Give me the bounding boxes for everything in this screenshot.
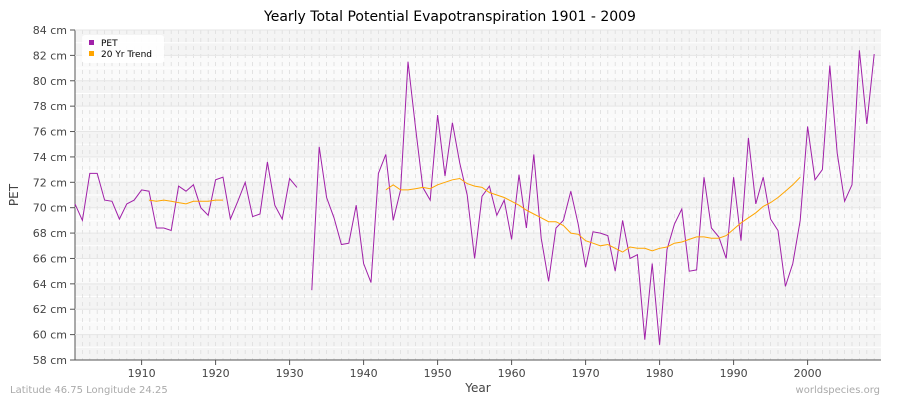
x-tick-label: 1960 [498,367,526,380]
footer-credit: worldspecies.org [796,385,880,396]
x-axis: 1910 1920 1930 1940 1950 1960 1970 1980 1990 2000 [75,359,881,380]
x-tick-label: 1910 [128,367,156,380]
pet-line [311,50,875,345]
chart-title: Yearly Total Potential Evapotranspiratio… [263,9,636,25]
x-tick-label: 1930 [276,367,304,380]
trend-line [148,199,223,205]
y-axis-label: PET [7,183,21,206]
x-tick-label: 1990 [720,367,748,380]
x-tick-label: 1970 [572,367,600,380]
y-tick-label: 58 cm [33,354,67,367]
x-tick-label: 1980 [646,367,674,380]
y-tick-label: 66 cm [33,252,67,265]
y-tick-label: 80 cm [33,75,67,88]
trend-line [385,176,801,253]
pet-line [74,161,298,232]
x-axis-label: Year [464,381,490,395]
x-tick-label: 2000 [794,367,822,380]
footer-location: Latitude 46.75 Longitude 24.25 [10,385,168,396]
y-tick-label: 82 cm [33,49,67,62]
x-tick-label: 1920 [202,367,230,380]
series-lines [74,50,875,345]
x-tick-label: 1950 [424,367,452,380]
legend-swatch-trend [89,51,94,56]
y-axis: 58 cm 60 cm 62 cm 64 cm 66 cm 68 cm 70 cm 72 cm… [33,24,881,367]
y-tick-label: 68 cm [33,227,67,240]
y-tick-label: 64 cm [33,278,67,291]
gridlines [74,29,881,360]
legend-swatch-pet [89,40,94,45]
x-tick-label: 1940 [350,367,378,380]
y-tick-label: 62 cm [33,303,67,316]
y-tick-label: 60 cm [33,329,67,342]
legend-label-pet: PET [101,39,118,49]
legend: PET 20 Yr Trend [82,35,164,63]
y-tick-label: 76 cm [33,126,67,139]
y-tick-label: 78 cm [33,100,67,113]
y-tick-label: 84 cm [33,24,67,37]
y-tick-label: 72 cm [33,176,67,189]
y-tick-label: 70 cm [33,202,67,215]
y-tick-label: 74 cm [33,151,67,164]
legend-label-trend: 20 Yr Trend [101,50,152,60]
